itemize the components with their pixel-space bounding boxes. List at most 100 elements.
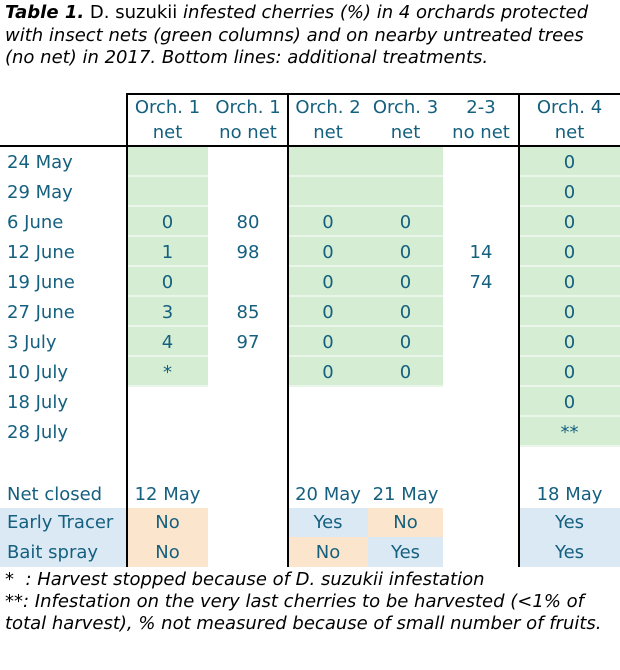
treatment-value-cell: No — [288, 537, 368, 567]
caption-text: infested cherries (%) in 4 orchards prot… — [5, 2, 589, 68]
treatment-value-cell — [208, 480, 288, 508]
date-cell: 3 July — [7, 331, 57, 353]
value-cell: 97 — [236, 331, 260, 353]
table-vertical-border-1 — [126, 93, 128, 567]
value-cell — [368, 417, 443, 447]
value-cell: 74 — [469, 271, 493, 293]
value-cell — [208, 177, 288, 207]
value-cell: 0 — [288, 237, 368, 267]
date-cell: 28 July — [7, 421, 68, 443]
value-cell — [127, 147, 208, 177]
treatment-value-cell — [443, 508, 519, 537]
column-header-orchard: Orch. 1 — [215, 97, 281, 118]
column-header: Orch. 1 no net — [208, 93, 288, 147]
value-cell — [443, 207, 519, 237]
value-cell: 3 — [127, 297, 208, 327]
treatment-value-cell: No — [368, 508, 443, 537]
value-cell: 0 — [127, 207, 208, 237]
value-cell: 0 — [519, 297, 620, 327]
column-header-net-status: net — [390, 122, 421, 143]
spacer-cell — [127, 447, 208, 480]
treatment-value-cell: 21 May — [372, 483, 439, 505]
value-cell: 0 — [368, 297, 443, 327]
value-cell — [127, 387, 208, 417]
value-cell: 14 — [469, 241, 493, 263]
value-cell: 0 — [519, 357, 620, 387]
value-cell: * — [127, 357, 208, 387]
value-cell: 98 — [236, 241, 260, 263]
value-cell: 0 — [519, 147, 620, 177]
value-cell — [443, 357, 519, 387]
treatment-value-cell — [443, 480, 519, 508]
value-cell: 0 — [519, 387, 620, 417]
treatment-value-cell: No — [127, 508, 208, 537]
value-cell: 0 — [368, 327, 443, 357]
treatment-value-cell: No — [127, 537, 208, 567]
date-cell: 12 June — [7, 241, 75, 263]
treatment-label: Bait spray — [0, 537, 127, 567]
column-header-orchard: 2-3 — [466, 97, 496, 118]
value-cell: 4 — [127, 327, 208, 357]
column-header-orchard: Orch. 3 — [372, 97, 439, 118]
date-cell: 27 June — [7, 301, 75, 323]
treatment-value-cell: 12 May — [134, 483, 201, 505]
date-cell: 10 July — [7, 361, 68, 383]
column-header: Orch. 4 net — [519, 93, 620, 147]
table-caption: Table 1. D. suzukii infested cherries (%… — [5, 2, 617, 70]
caption-species-name: D. suzukii — [89, 2, 178, 23]
value-cell: 0 — [519, 207, 620, 237]
value-cell — [443, 177, 519, 207]
treatment-value-cell — [208, 508, 288, 537]
table-top-border — [126, 93, 620, 95]
date-cell: 29 May — [7, 181, 73, 203]
value-cell — [368, 147, 443, 177]
data-table: Orch. 1 net Orch. 1 no net Orch. 2 net Orch. 3… — [0, 93, 620, 567]
value-cell — [368, 387, 443, 417]
treatment-value-cell — [208, 537, 288, 567]
column-header-net-status: no net — [219, 122, 277, 143]
value-cell: 0 — [288, 297, 368, 327]
value-cell: 0 — [288, 357, 368, 387]
table-vertical-border-2 — [287, 93, 289, 567]
treatment-value-cell: 18 May — [536, 483, 603, 505]
treatment-label: Net closed — [7, 483, 103, 505]
value-cell: 0 — [368, 207, 443, 237]
value-cell — [288, 417, 368, 447]
table-vertical-border-3 — [518, 93, 520, 567]
value-cell — [208, 387, 288, 417]
spacer-cell — [0, 447, 127, 480]
column-header-net-status: net — [313, 122, 343, 143]
table-footnotes: * : Harvest stopped because of D. suzuki… — [5, 569, 618, 635]
column-header-orchard: Orch. 2 — [295, 97, 361, 118]
spacer-cell — [368, 447, 443, 480]
date-cell: 24 May — [7, 151, 73, 173]
value-cell: 0 — [288, 267, 368, 297]
value-cell — [443, 387, 519, 417]
value-cell: 0 — [288, 327, 368, 357]
value-cell — [288, 387, 368, 417]
value-cell: 0 — [368, 357, 443, 387]
value-cell: 0 — [288, 207, 368, 237]
value-cell — [208, 357, 288, 387]
value-cell — [208, 267, 288, 297]
value-cell — [443, 327, 519, 357]
column-header-net-status: net — [152, 122, 183, 143]
column-header: 2-3 no net — [443, 93, 519, 147]
treatment-value-cell: Yes — [288, 508, 368, 537]
value-cell: 0 — [519, 327, 620, 357]
value-cell — [288, 147, 368, 177]
value-cell: 80 — [236, 211, 260, 233]
value-cell — [288, 177, 368, 207]
date-cell: 6 June — [7, 211, 64, 233]
value-cell: 85 — [236, 301, 260, 323]
value-cell — [127, 417, 208, 447]
spacer-cell — [288, 447, 368, 480]
value-cell: 0 — [127, 267, 208, 297]
column-header: Orch. 2 net — [288, 93, 368, 147]
treatment-value-cell: Yes — [368, 537, 443, 567]
date-cell: 19 June — [7, 271, 75, 293]
column-header-net-status: net — [554, 122, 585, 143]
value-cell — [443, 417, 519, 447]
treatment-value-cell — [443, 537, 519, 567]
table-header-divider — [0, 145, 620, 147]
